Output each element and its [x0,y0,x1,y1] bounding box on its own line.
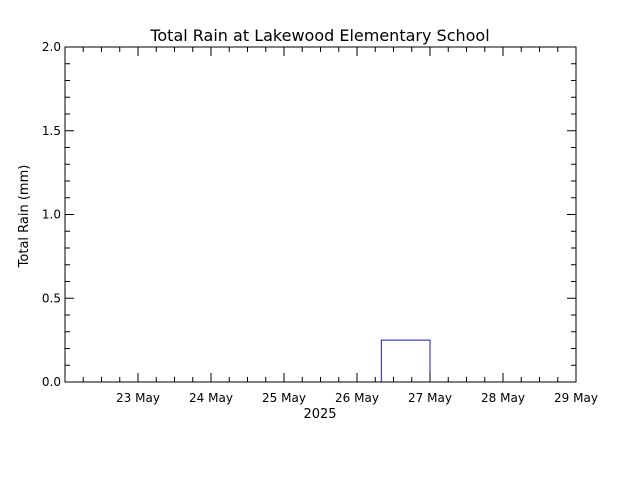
x-tick-label: 23 May [116,391,160,405]
y-axis: 0.0 0.5 1.0 1.5 2.0 [42,40,576,389]
x-axis-label: 2025 [303,407,336,422]
x-tick-label: 26 May [335,391,379,405]
x-tick-label: 25 May [262,391,306,405]
y-axis-label: Total Rain (mm) [17,165,32,269]
x-tick-label: 29 May [554,391,598,405]
rain-bar [380,339,431,382]
x-axis: 23 May 24 May 25 May 26 May 27 May 28 May 29 M… [64,47,598,405]
y-tick-label: 0.5 [42,291,61,305]
y-tick-label: 2.0 [42,40,61,54]
bars-group [380,339,431,382]
plot-frame [64,46,577,383]
y-tick-label: 1.5 [42,124,61,138]
chart-title: Total Rain at Lakewood Elementary School [149,26,489,45]
x-tick-label: 28 May [481,391,525,405]
y-tick-label: 1.0 [42,208,61,222]
x-tick-label: 24 May [189,391,233,405]
x-tick-label: 27 May [408,391,452,405]
y-tick-label: 0.0 [42,375,61,389]
